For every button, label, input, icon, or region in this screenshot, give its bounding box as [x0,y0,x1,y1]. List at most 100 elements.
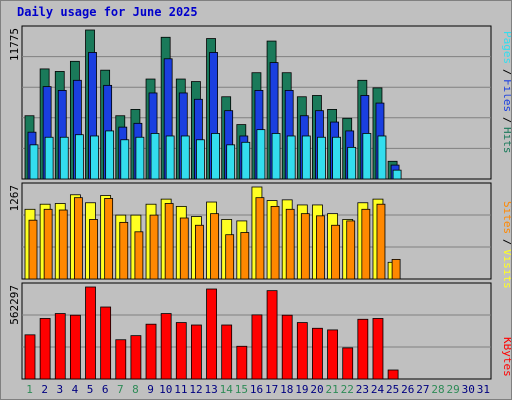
day-tick-label: 12 [189,383,202,396]
kbytes-bar [191,324,202,380]
sites-bar [210,213,219,280]
kbytes-bar [69,314,81,380]
pages-bar [74,134,84,180]
day-tick-label: 18 [280,383,293,396]
pages-bar [362,133,372,180]
pages-bar [211,133,220,180]
sites-bar [134,231,144,280]
kbytes-bar [236,345,248,380]
sites-bar [225,234,235,280]
sites-bar [240,232,250,280]
day-tick-label: 16 [250,383,263,396]
day-tick-label: 25 [386,383,399,396]
day-tick-label: 11 [174,383,187,396]
kbytes-bar [221,324,233,380]
kbytes-bar [266,290,278,380]
day-tick-label: 24 [371,383,385,396]
day-tick-label: 15 [235,383,248,396]
sites-bar [346,220,356,280]
sites-bar [285,208,295,280]
kbytes-bar [206,288,217,380]
kbytes-bar [24,334,36,380]
pages-bar [196,139,205,180]
day-tick-label: 30 [462,383,475,396]
sites-bar [361,208,371,280]
day-tick-label: 8 [132,383,139,396]
sites-bar [58,209,68,280]
pages-bar [256,129,266,180]
day-tick-label: 26 [401,383,414,396]
legend-separator: / [501,117,511,124]
pages-bar [226,144,236,180]
pages-bar [120,139,130,180]
day-tick-label: 10 [159,383,172,396]
kbytes-bar [175,322,187,380]
day-tick-label: 9 [147,383,154,396]
day-tick-label: 1 [26,383,33,396]
sites-bar [195,224,204,280]
kbytes-bar [372,318,384,380]
legend-visits: Visits [501,249,511,289]
sites-bar [300,213,310,280]
pages-bar [59,136,69,180]
legend-separator: / [501,239,511,246]
kbytes-bar [296,322,308,380]
day-tick-label: 17 [265,383,278,396]
pages-bar [150,133,160,180]
day-tick-label: 31 [477,383,490,396]
pages-bar [105,130,115,180]
kbytes-bar [387,369,399,380]
y-max-label: 562297 [8,285,21,325]
kbytes-bar [251,314,263,380]
y-max-label: 11775 [8,28,21,61]
day-tick-label: 27 [416,383,429,396]
kbytes-bar [39,318,51,380]
sites-bar [73,197,83,280]
pages-bar [180,135,190,180]
pages-bar [286,135,296,180]
kbytes-bar [115,339,127,380]
pages-bar [29,144,39,180]
sites-bar [255,197,265,280]
sites-bar [89,219,98,280]
sites-bar [164,203,174,280]
kbytes-bar [54,313,66,380]
pages-bar [165,135,175,180]
kbytes-bar [327,329,338,380]
sites-bar [149,214,159,280]
day-tick-label: 22 [341,383,354,396]
sites-bar [28,219,38,280]
day-tick-label: 5 [87,383,94,396]
day-tick-label: 19 [295,383,308,396]
pages-bar [347,146,357,180]
sites-bar [391,258,401,280]
sites-bar [270,205,280,280]
pages-bar [44,136,54,180]
pages-bar [332,136,341,180]
pages-bar [392,169,402,180]
pages-bar [241,141,251,180]
legend-files: Files [501,79,511,112]
sites-bar [179,217,189,280]
pages-bar [271,133,281,180]
day-tick-label: 2 [41,383,48,396]
kbytes-bar [281,314,293,380]
chart-title: Daily usage for June 2025 [17,5,198,19]
kbytes-bar [160,313,172,380]
kbytes-bar [85,286,96,380]
sites-bar [331,224,340,280]
day-tick-label: 28 [431,383,444,396]
day-tick-label: 23 [356,383,369,396]
day-tick-label: 7 [117,383,124,396]
sites-bar [43,208,53,280]
legend-separator: / [501,69,511,76]
legend-pages: Pages [501,31,511,64]
sites-bar [316,215,325,280]
y-max-label: 1267 [8,185,21,212]
kbytes-bar [145,323,157,380]
day-tick-label: 20 [310,383,323,396]
legend-sites: Sites [501,201,511,234]
day-tick-label: 29 [447,383,460,396]
